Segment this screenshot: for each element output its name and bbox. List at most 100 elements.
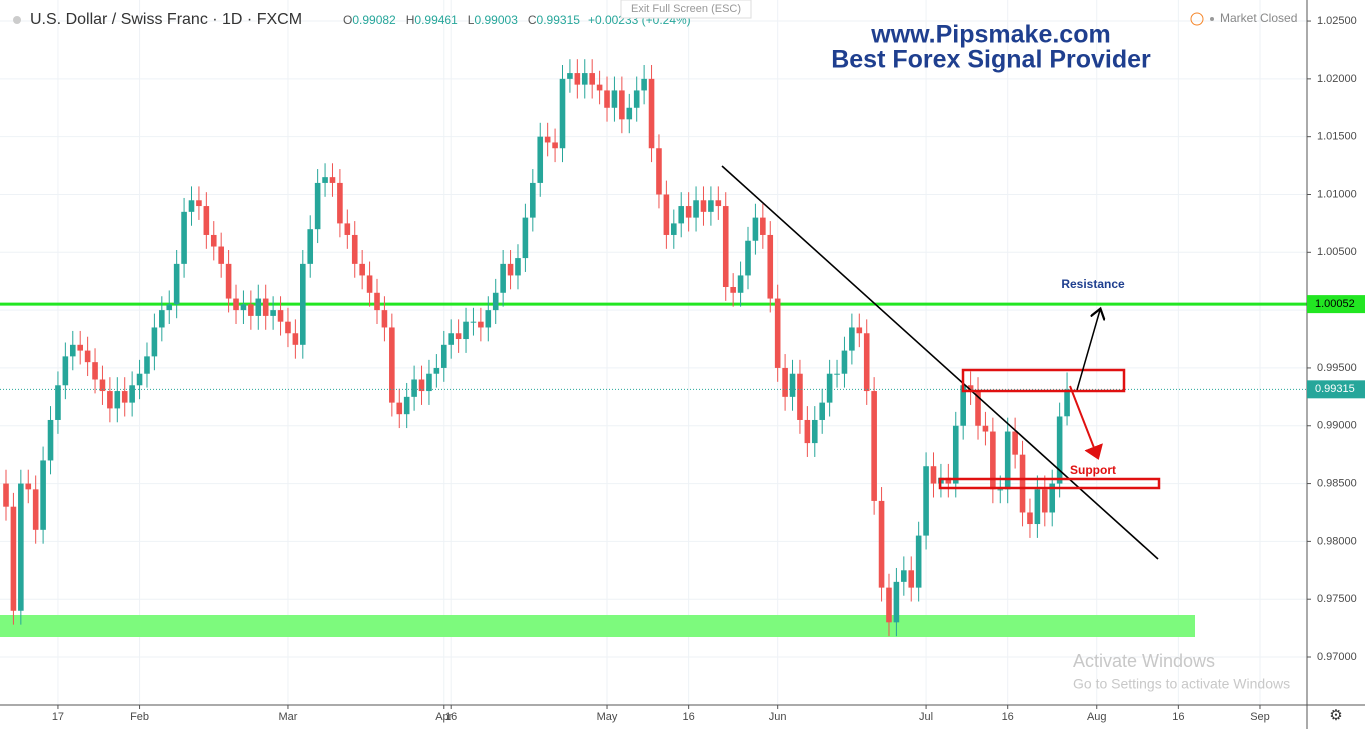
candle-body [240, 304, 247, 311]
candle-body [69, 344, 76, 357]
candle-body [84, 350, 91, 363]
candle-body [1004, 431, 1011, 490]
x-tick-label: Jun [769, 711, 787, 723]
candle-body [834, 373, 840, 375]
candle-body [559, 78, 566, 149]
candle-body [159, 310, 165, 328]
candle-body [344, 223, 351, 235]
candle-body [359, 263, 365, 276]
candle-body [552, 142, 558, 149]
candle-body [203, 206, 210, 235]
y-tick-label: 1.02500 [1317, 15, 1357, 27]
ohlc-letter: C [528, 13, 537, 27]
candle-body [47, 419, 54, 461]
candle-body [619, 90, 625, 120]
exit-fullscreen-label[interactable]: Exit Full Screen (ESC) [631, 3, 741, 15]
candle-body [522, 217, 529, 259]
candle-body [1064, 389, 1070, 417]
candle-body [863, 333, 870, 392]
x-tick-label: May [597, 711, 618, 723]
symbol-dot [13, 16, 21, 24]
status-dot [1210, 17, 1214, 21]
candle-body [871, 391, 877, 501]
candle-body [144, 356, 150, 374]
candle-body [722, 206, 729, 287]
candle-body [270, 310, 276, 316]
candle-body [314, 182, 321, 230]
candle-body [507, 263, 514, 276]
candle-body [774, 298, 781, 368]
candle-body [856, 327, 863, 334]
y-tick-label: 0.98000 [1317, 535, 1357, 547]
status-icon [1190, 12, 1204, 26]
candle-body [581, 73, 588, 85]
candle-body [411, 379, 417, 397]
candle-body [982, 425, 989, 432]
candle-body [886, 587, 892, 623]
trendline [721, 165, 1159, 560]
candle-body [997, 489, 1004, 491]
candle-body [403, 396, 410, 415]
x-tick-label: 16 [445, 711, 457, 723]
ohlc-value: 0.99082 [352, 13, 396, 27]
candle-body [626, 107, 633, 120]
ohlc-value: 0.99461 [414, 13, 458, 27]
candle-body [55, 385, 61, 420]
x-tick-label: Sep [1250, 711, 1270, 723]
candle-body [990, 431, 996, 490]
y-tick-label: 0.98500 [1317, 477, 1357, 489]
candle-body [515, 258, 521, 276]
candle-body [648, 78, 655, 149]
candle-body [908, 570, 915, 588]
ohlc-letter: H [406, 13, 415, 27]
os-notice: Go to Settings to activate Windows [1073, 676, 1290, 692]
candle-body [381, 310, 388, 328]
candle-body [337, 182, 343, 224]
candle-body [930, 466, 937, 484]
candle-body [1019, 454, 1026, 513]
axes: 0.97000 0.97500 0.98000 0.98500 0.99000 0.995… [52, 15, 1365, 723]
candle-body [804, 419, 811, 444]
candle-body [292, 333, 299, 345]
candle-body [62, 356, 69, 386]
x-tick-label: 17 [52, 711, 64, 723]
candle-body [188, 200, 195, 212]
candle-body [455, 333, 462, 340]
candle-body [440, 344, 447, 368]
candle-body [708, 200, 714, 212]
candle-body [285, 321, 291, 334]
candle-body [641, 78, 647, 91]
candle-body [604, 90, 610, 108]
market-status: Market Closed [1220, 11, 1297, 25]
candle-body [114, 391, 121, 409]
x-tick-label: Aug [1087, 711, 1107, 723]
candle-body [789, 373, 796, 397]
candle-body [715, 200, 722, 207]
support-label: Support [1070, 463, 1116, 477]
settings-icon[interactable]: ⚙ [1329, 707, 1342, 724]
candle-body [693, 200, 699, 218]
os-notice: Activate Windows [1073, 651, 1215, 671]
candle-body [10, 506, 17, 611]
candle-body [77, 344, 83, 351]
candle-body [1042, 489, 1048, 513]
ohlc-value: 0.99315 [537, 13, 581, 27]
candle-body [752, 217, 759, 241]
candle-body [797, 373, 803, 420]
candle-body [92, 362, 98, 380]
exit-fullscreen[interactable] [620, 0, 752, 19]
candle-body [196, 200, 202, 207]
candle-body [544, 136, 551, 143]
candle-body [730, 286, 736, 293]
candle-body [426, 373, 432, 392]
x-tick-label: Feb [130, 711, 149, 723]
candle-body [173, 263, 180, 305]
candle-body [901, 570, 907, 582]
y-tick-label: 0.97500 [1317, 593, 1357, 605]
candle-body [151, 327, 158, 357]
candle-body [633, 90, 640, 108]
candle-body [1027, 512, 1033, 525]
candle-body [136, 373, 143, 386]
